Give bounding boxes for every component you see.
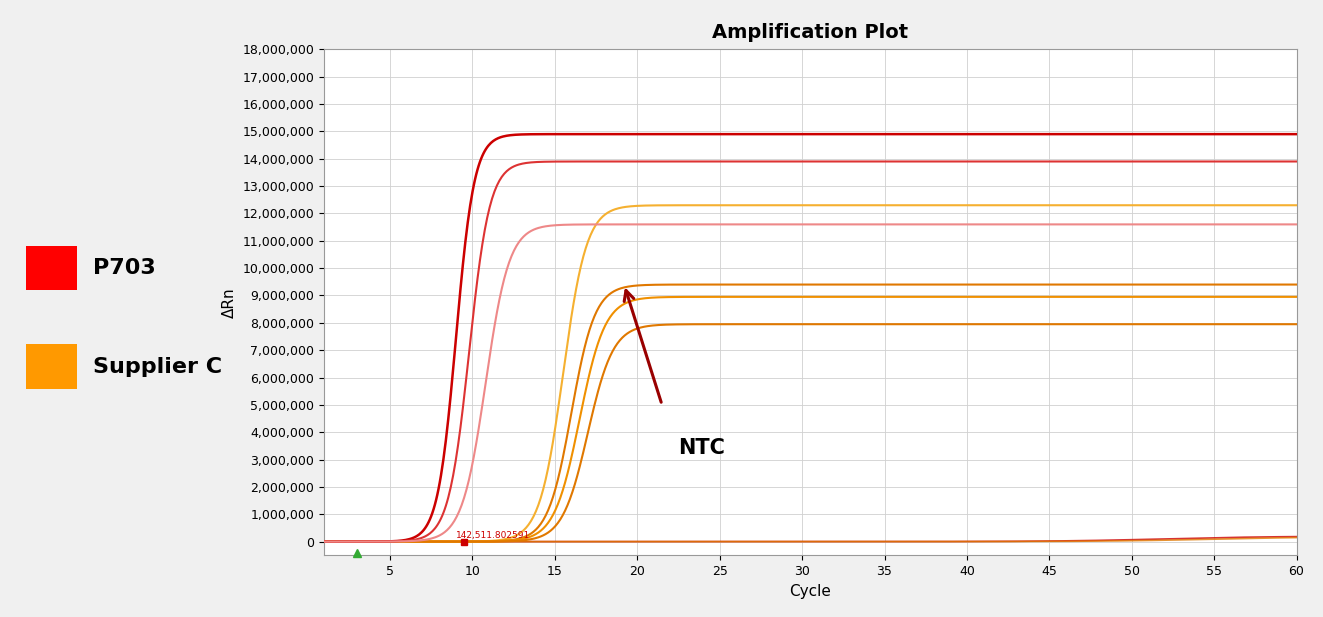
Text: 142,511.802591: 142,511.802591 bbox=[456, 531, 531, 540]
Title: Amplification Plot: Amplification Plot bbox=[712, 23, 909, 42]
Y-axis label: ΔRn: ΔRn bbox=[222, 287, 237, 318]
Text: NTC: NTC bbox=[679, 437, 725, 458]
Text: P703: P703 bbox=[93, 259, 155, 278]
Text: Supplier C: Supplier C bbox=[93, 357, 222, 377]
X-axis label: Cycle: Cycle bbox=[790, 584, 831, 598]
